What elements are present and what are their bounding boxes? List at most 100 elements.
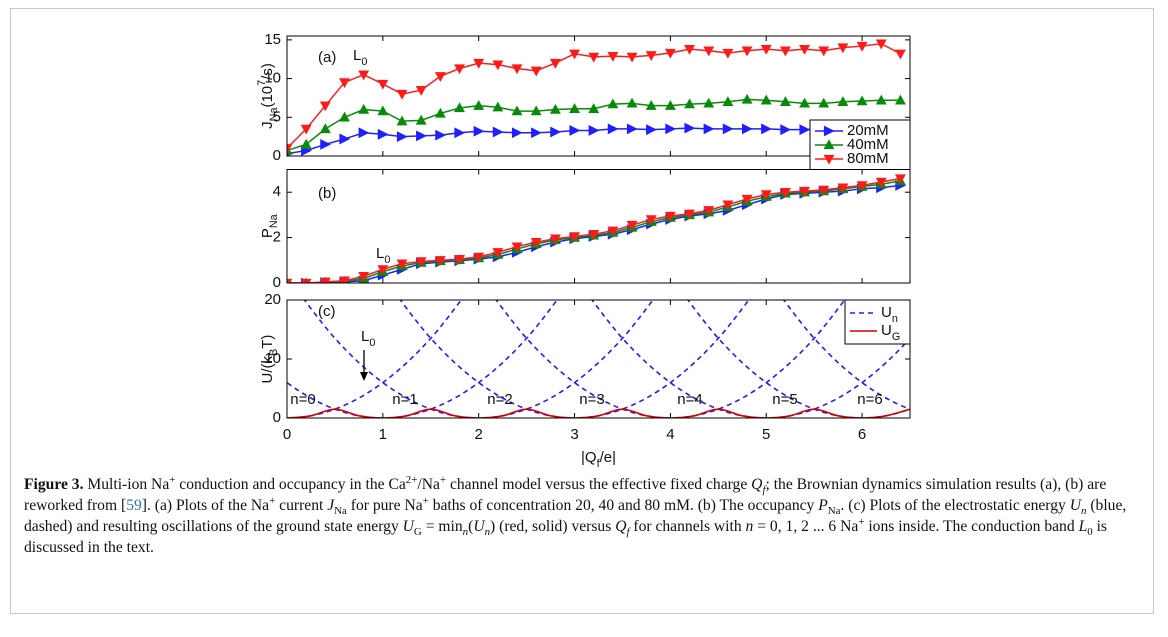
annotation: n=1 <box>392 391 417 408</box>
marker <box>799 124 811 136</box>
text-part: n=2 <box>487 391 512 408</box>
marker <box>664 100 676 110</box>
x-tick-label: 1 <box>379 426 387 443</box>
marker <box>300 124 312 135</box>
marker <box>396 89 408 100</box>
marker <box>645 215 657 226</box>
marker <box>377 265 389 276</box>
text-part: J <box>259 121 276 129</box>
y-tick-label: 4 <box>273 183 281 200</box>
marker <box>894 94 906 105</box>
marker <box>760 44 772 55</box>
caption-part: conduction and occupancy in the Ca <box>175 476 406 493</box>
marker <box>779 188 791 198</box>
text-part: L <box>376 245 384 262</box>
energy-curve <box>686 300 910 418</box>
legend-label: UG <box>881 322 900 343</box>
marker <box>645 51 657 61</box>
caption-part: P <box>818 497 828 514</box>
caption-part: U <box>473 518 485 535</box>
marker <box>415 257 427 268</box>
marker <box>287 278 293 283</box>
x-tick-label: 4 <box>666 426 674 443</box>
y-tick-label: 10 <box>264 70 281 87</box>
text-part: Na <box>268 214 280 228</box>
caption-part: ; the Brownian dynamics simulation resul… <box>24 476 1107 514</box>
marker <box>511 242 523 253</box>
caption-part: Figure 3. <box>24 476 84 493</box>
text-part: n=6 <box>857 391 882 408</box>
marker <box>569 103 580 113</box>
annotation: n=4 <box>677 391 702 408</box>
marker <box>415 86 427 96</box>
y-tick-label: 5 <box>273 108 281 125</box>
marker <box>358 70 370 81</box>
marker <box>454 127 466 139</box>
marker <box>818 185 830 196</box>
legend-box <box>844 299 911 345</box>
text-part: 20mM <box>847 122 889 139</box>
caption-part: Multi-ion Na <box>83 476 170 493</box>
marker <box>454 254 465 265</box>
caption-part: (blue, dashed) and resulting oscillation… <box>24 497 1127 535</box>
marker <box>684 122 696 134</box>
text-part: /e| <box>600 449 616 466</box>
caption-part: channel model versus the effective fixed… <box>446 476 752 493</box>
axes-box <box>286 169 911 284</box>
marker <box>588 230 600 240</box>
caption-part: f <box>762 484 766 497</box>
marker <box>856 181 868 192</box>
marker <box>607 123 619 135</box>
caption-part[interactable]: 59 <box>126 497 142 514</box>
y-axis-label: JNa(107/s) <box>256 63 280 129</box>
marker <box>684 44 696 55</box>
annotation: L0 <box>361 328 375 349</box>
text-part: (10 <box>259 86 276 108</box>
marker <box>492 248 504 258</box>
x-tick-label: 0 <box>283 426 291 443</box>
text-part: 80mM <box>847 150 889 167</box>
marker <box>703 206 715 216</box>
marker <box>358 103 370 114</box>
legend-label: Un <box>881 304 898 325</box>
text-part: U/(k <box>259 355 276 383</box>
text-part: n=3 <box>579 391 604 408</box>
marker <box>319 277 331 283</box>
marker <box>875 94 887 105</box>
marker <box>837 96 849 106</box>
marker <box>396 131 408 143</box>
marker <box>741 194 753 205</box>
caption-part: Na <box>827 505 841 518</box>
y-tick-label: 0 <box>273 409 281 426</box>
marker <box>761 123 772 135</box>
marker <box>607 51 619 62</box>
caption-part: 2+ <box>405 473 418 486</box>
marker <box>492 126 504 138</box>
annotation: L0 <box>353 47 367 68</box>
marker <box>549 58 561 69</box>
caption-part: L <box>1078 518 1088 535</box>
caption-part: J <box>327 497 335 514</box>
marker <box>511 64 523 75</box>
marker <box>684 209 696 220</box>
caption-part: for pure Na <box>346 497 423 514</box>
marker <box>569 232 580 243</box>
text-part: L <box>361 328 369 345</box>
figure-caption: Figure 3. Multi-ion Na+ conduction and o… <box>24 474 1146 558</box>
x-tick-label: 6 <box>858 426 866 443</box>
x-tick-label: 2 <box>475 426 483 443</box>
annotation: (c) <box>318 303 336 320</box>
text-part: U <box>881 322 892 339</box>
marker <box>531 127 542 139</box>
text-part: T) <box>259 335 276 349</box>
text-part: U <box>881 304 892 321</box>
marker <box>818 46 830 57</box>
text-part: P <box>259 228 276 238</box>
marker <box>837 183 849 194</box>
marker <box>339 276 350 283</box>
y-axis-label: PNa <box>259 214 280 238</box>
arrow-head <box>360 372 368 381</box>
